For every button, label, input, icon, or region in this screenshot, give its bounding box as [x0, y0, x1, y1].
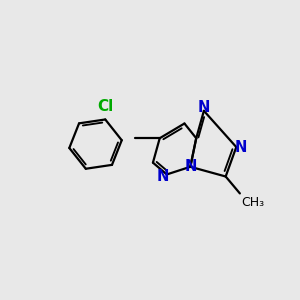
Text: CH₃: CH₃	[241, 196, 265, 209]
Text: N: N	[198, 100, 210, 115]
Text: N: N	[157, 169, 170, 184]
Text: N: N	[184, 159, 196, 174]
Text: N: N	[235, 140, 247, 154]
Text: Cl: Cl	[97, 99, 113, 114]
